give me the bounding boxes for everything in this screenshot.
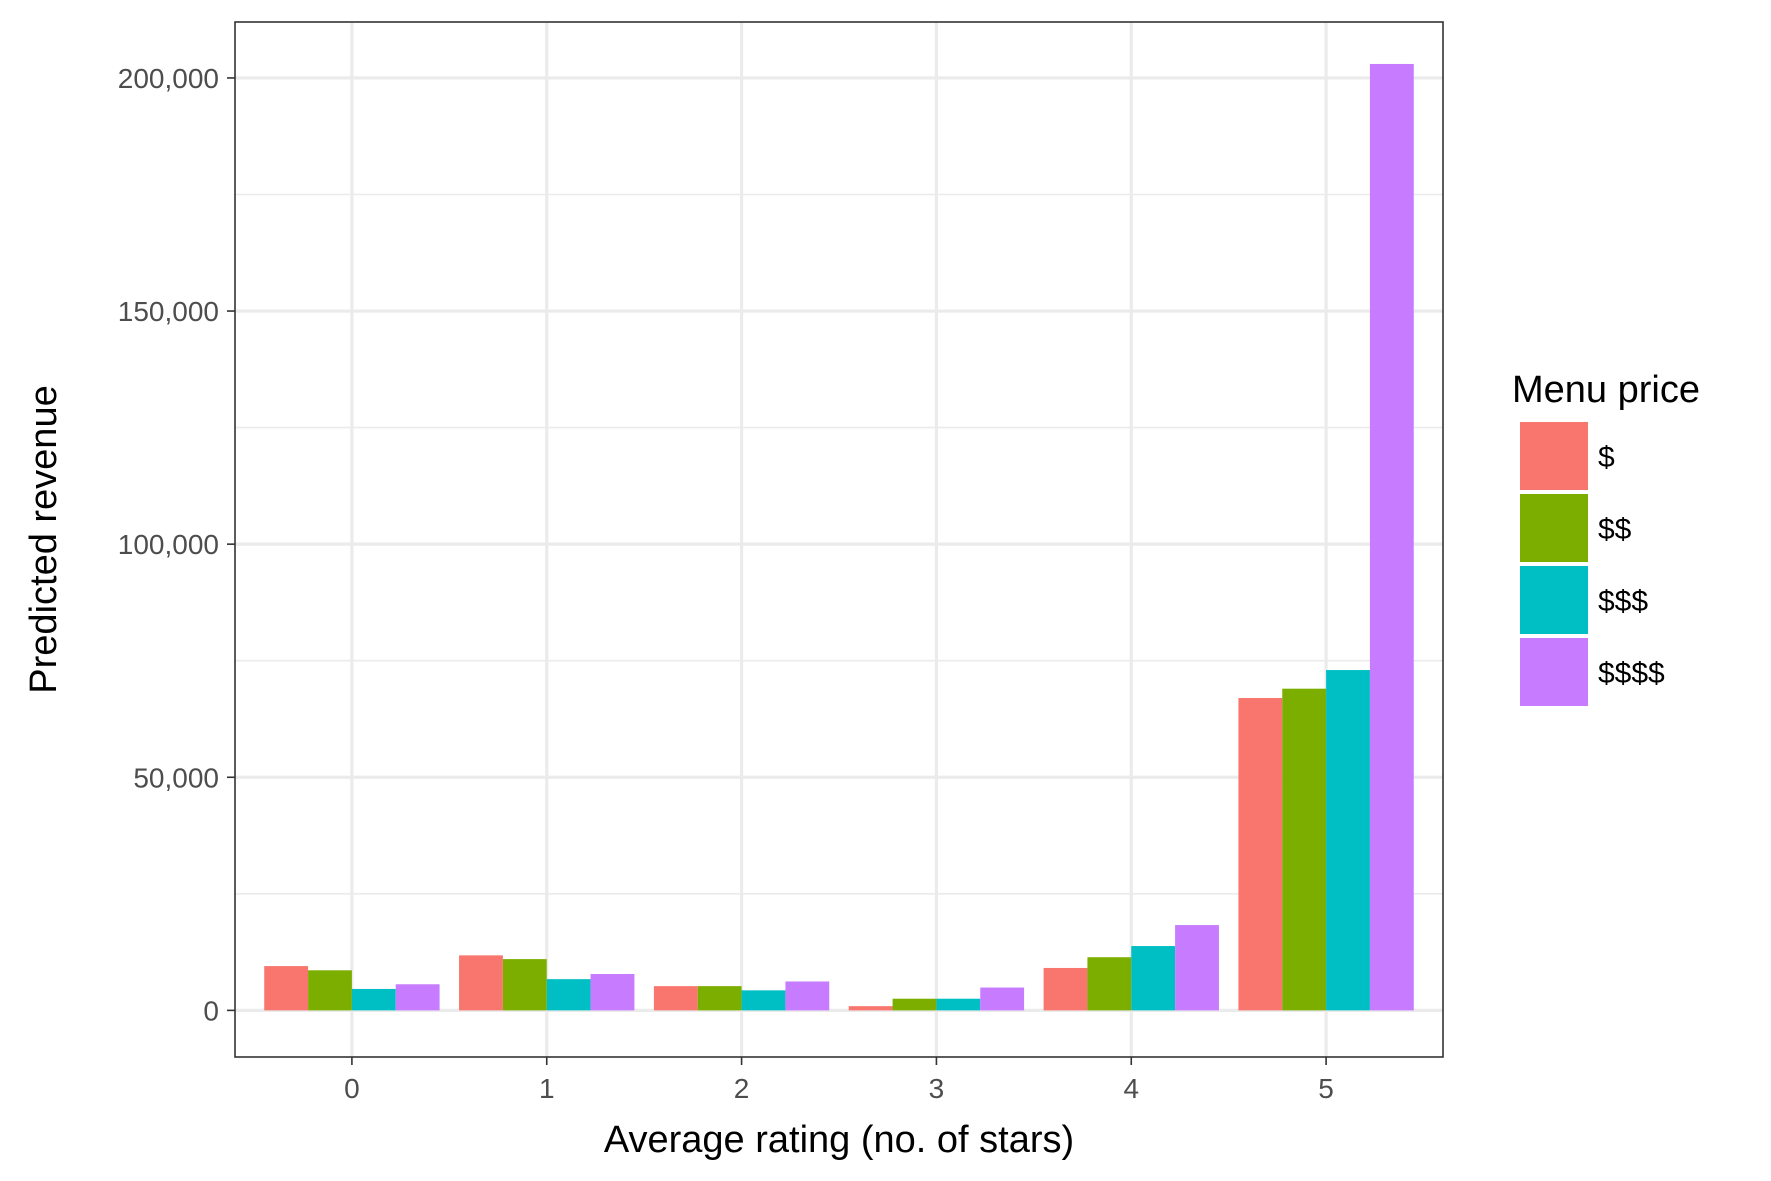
bar [848, 1006, 893, 1011]
legend-key [1520, 494, 1588, 562]
bar [980, 987, 1025, 1011]
legend-key [1520, 422, 1588, 490]
bar [1043, 967, 1088, 1011]
y-tick-label: 150,000 [118, 296, 219, 327]
legend-key [1520, 638, 1588, 706]
legend-title: Menu price [1512, 369, 1700, 411]
bars-group [264, 63, 1414, 1011]
legend-label: $ [1598, 441, 1615, 474]
bar [395, 984, 440, 1011]
bar [308, 970, 352, 1011]
bar [785, 981, 830, 1011]
bar [697, 986, 742, 1011]
y-tick-label: 100,000 [118, 529, 219, 560]
bar [741, 990, 786, 1011]
bar [590, 974, 635, 1011]
x-tick-label: 4 [1123, 1073, 1139, 1104]
legend-label: $$$ [1598, 585, 1648, 618]
bar [351, 988, 396, 1011]
y-tick-label: 0 [203, 995, 219, 1026]
x-tick-label: 1 [539, 1073, 555, 1104]
bar [1131, 946, 1176, 1011]
legend-label: $$$$ [1598, 657, 1665, 690]
y-tick-label: 50,000 [133, 762, 219, 793]
bar [1369, 63, 1414, 1011]
bar [502, 959, 547, 1011]
x-tick-label: 2 [734, 1073, 750, 1104]
bar [459, 955, 503, 1011]
bar [653, 986, 698, 1011]
bar [1238, 698, 1283, 1011]
bar [546, 979, 591, 1011]
bar [892, 998, 937, 1011]
y-tick-label: 200,000 [118, 63, 219, 94]
legend-label: $$ [1598, 513, 1632, 546]
x-tick-label: 0 [344, 1073, 360, 1104]
bar [1282, 688, 1327, 1011]
bar [1175, 925, 1219, 1011]
bar [264, 966, 309, 1011]
legend: Menu price $$$$$$$$$$ [1512, 369, 1700, 706]
legend-key [1520, 566, 1588, 634]
x-tick-label: 3 [929, 1073, 945, 1104]
x-axis-title: Average rating (no. of stars) [604, 1119, 1074, 1161]
x-tick-label: 5 [1318, 1073, 1334, 1104]
axis-ticks: 0 50,000 100,000 150,000 200,000 0 1 2 3 4 5 [118, 63, 1334, 1104]
panel-border [234, 21, 1444, 1058]
y-axis-title: Predicted revenue [23, 385, 65, 693]
bar [1087, 957, 1132, 1011]
bar [1326, 670, 1370, 1011]
bar [936, 998, 981, 1011]
